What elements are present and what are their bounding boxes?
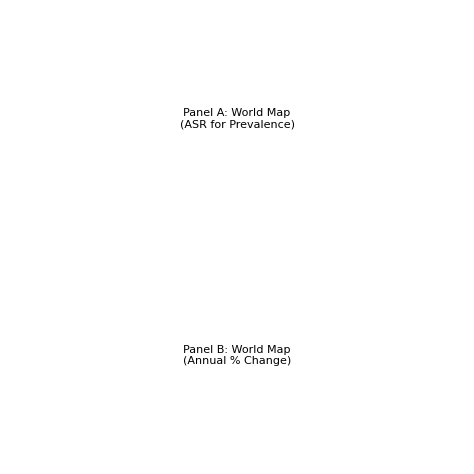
Text: Panel A: World Map
(ASR for Prevalence): Panel A: World Map (ASR for Prevalence) xyxy=(180,108,294,129)
Text: Panel B: World Map
(Annual % Change): Panel B: World Map (Annual % Change) xyxy=(183,345,291,366)
